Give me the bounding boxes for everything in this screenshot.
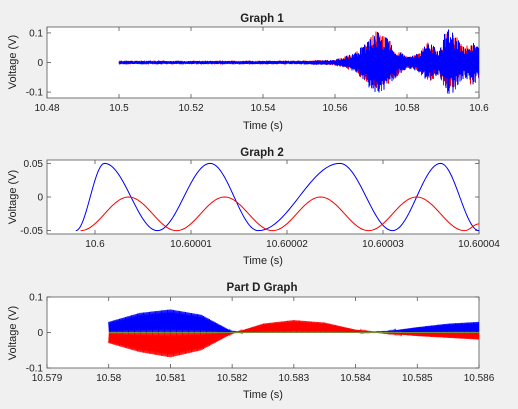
part-d-graph-series-red-trace [108,320,479,358]
graph-1-plot-clip [118,29,479,94]
part-d-graph-title: Part D Graph [227,282,298,294]
graph-2-plot-clip [75,162,479,232]
graph-1-panel: Graph 1 10.48 10.5 10.52 10.54 10.56 10.58 10.… [7,13,489,132]
graph-2-xtick-label: 10.60004 [458,239,500,250]
graph-1-traces [118,29,479,94]
graph-1-xtick-label: 10.48 [34,103,59,114]
part-d-graph-xtick-label: 10.58 [96,373,121,384]
graph-1-xtick-label: 10.6 [469,103,489,114]
part-d-graph-xtick-label: 10.584 [340,373,371,384]
graph-2-series-blue-trace [75,162,479,232]
graph-2-ylabel: Voltage (V) [7,170,19,224]
graph-2-panel: Graph 2 10.6 10.60001 10.60002 10.60003 10.6… [7,147,500,267]
graph-2-ytick-label: -0.05 [20,226,43,237]
graph-2-plot-area [46,159,480,235]
graph-2-xtick-label: 10.60001 [170,239,212,250]
graph-2-xtick-label: 10.6 [85,239,105,250]
graph-1-series-blue-trace [118,29,479,94]
graph-1-ticks: 10.48 10.5 10.52 10.54 10.56 10.58 10.6 -0.1 0 0.… [26,27,489,114]
graph-1-xtick-label: 10.52 [178,103,203,114]
part-d-graph-plot-clip [108,309,479,358]
part-d-graph-ytick-label: 0 [37,328,43,339]
graph-1-xtick-label: 10.56 [322,103,347,114]
graph-2-ticks: 10.6 10.60001 10.60002 10.60003 10.60004 -0.0… [20,159,500,250]
graph-1-ylabel: Voltage (V) [7,35,19,89]
part-d-graph-xtick-label: 10.583 [279,373,310,384]
graph-2-series-red-trace [80,196,479,232]
graph-2-xlabel: Time (s) [243,255,283,267]
graph-1-xtick-label: 10.58 [394,103,419,114]
graph-1-title: Graph 1 [240,13,284,25]
part-d-graph-xtick-label: 10.586 [464,373,495,384]
graph-1-ytick-label: -0.1 [26,88,44,99]
part-d-graph-xtick-label: 10.579 [32,373,63,384]
part-d-graph-xtick-label: 10.585 [402,373,433,384]
graph-1-ytick-label: 0.1 [29,28,43,39]
graph-2-traces [75,162,479,232]
graph-2-title: Graph 2 [240,147,283,159]
graph-1-xtick-label: 10.5 [109,103,129,114]
graph-2-ytick-label: 0.05 [24,159,44,170]
graph-1-xlabel: Time (s) [243,120,283,132]
part-d-graph-ylabel: Voltage (V) [7,306,19,360]
part-d-graph-traces [108,309,479,358]
part-d-graph-xtick-label: 10.582 [217,373,248,384]
part-d-graph-panel: Part D Graph 10.579 10.58 10.581 10.582 10.5… [7,282,495,401]
part-d-graph-xlabel: Time (s) [243,389,283,401]
part-d-graph-xtick-label: 10.581 [155,373,186,384]
part-d-graph-ytick-label: -0.1 [26,364,44,375]
graph-2-xtick-label: 10.60003 [362,239,404,250]
graph-1-ytick-label: 0 [37,58,43,69]
graph-2-ytick-label: 0 [37,193,43,204]
part-d-graph-ytick-label: 0.1 [29,293,43,304]
graph-2-xtick-label: 10.60002 [266,239,308,250]
graph-1-xtick-label: 10.54 [250,103,275,114]
part-d-graph-ticks: 10.579 10.58 10.581 10.582 10.583 10.584 10.58… [26,293,495,385]
